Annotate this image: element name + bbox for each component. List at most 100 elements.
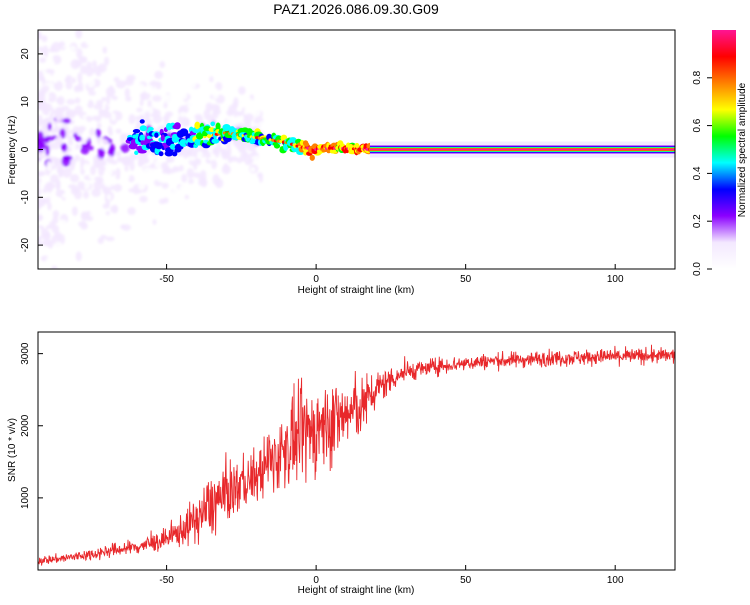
colorbar-tick-label: 0.2 xyxy=(692,214,703,228)
x-tick-label: 100 xyxy=(607,575,624,586)
spectrogram-noise-cell xyxy=(115,167,121,177)
spectrogram-ridge-cell xyxy=(154,132,159,138)
spectrogram-noise-cell xyxy=(58,41,65,47)
spectrogram-ridge-cell xyxy=(174,122,181,130)
spectrogram-noise-cell xyxy=(229,156,239,162)
spectrogram-noise-cell xyxy=(46,160,52,171)
spectrogram-noise-cell xyxy=(50,270,59,276)
spectrogram-noise-cell xyxy=(152,219,157,225)
spectrogram-ridge-cell xyxy=(194,138,202,146)
spectrogram-noise-cell xyxy=(68,264,76,269)
spectrogram-noise-cell xyxy=(243,151,249,160)
y-tick-label: 0 xyxy=(20,146,31,152)
spectrogram-noise-cell xyxy=(51,157,61,163)
spectrogram-noise-cell xyxy=(156,189,162,198)
spectrogram-noise-cell xyxy=(80,65,88,75)
spectrogram-noise-cell xyxy=(154,159,162,168)
spectrogram-noise-cell xyxy=(161,182,169,189)
spectrogram-noise-cell xyxy=(74,135,82,142)
spectrogram-noise-cell xyxy=(211,88,220,99)
spectrogram-noise-cell xyxy=(124,165,129,172)
spectrogram-noise-cell xyxy=(99,138,110,150)
spectrogram-noise-cell xyxy=(74,154,81,162)
spectrogram-noise-cell xyxy=(101,97,107,102)
spectrogram-noise-cell xyxy=(41,35,48,43)
spectrogram-noise-cell xyxy=(158,206,165,217)
spectrogram-noise-cell xyxy=(112,216,120,228)
spectrogram-noise-cell xyxy=(58,219,67,226)
spectrogram-noise-cell xyxy=(38,32,42,39)
spectrogram-noise-cell xyxy=(220,89,228,96)
spectrogram-noise-cell xyxy=(35,11,42,15)
spectrogram-noise-cell xyxy=(36,0,43,9)
spectrogram-noise-cell xyxy=(120,207,126,214)
spectrogram-noise-cell xyxy=(41,206,47,211)
spectrogram-noise-cell xyxy=(83,163,90,171)
spectrogram-noise-cell xyxy=(144,84,155,94)
spectrogram-noise-cell xyxy=(141,20,148,25)
spectrogram-noise-cell xyxy=(200,67,207,75)
spectrogram-noise-cell xyxy=(186,156,197,161)
spectrogram-noise-cell xyxy=(109,143,116,155)
spectrogram-noise-cell xyxy=(53,10,59,20)
spectrogram-noise-cell xyxy=(88,90,97,96)
spectrogram-noise-cell xyxy=(96,122,102,129)
spectrogram-noise-cell xyxy=(92,60,97,67)
spectrogram-noise-cell xyxy=(209,76,214,83)
spectrogram-ridge-cell xyxy=(134,150,139,156)
spectrogram-noise-cell xyxy=(179,111,187,118)
spectrogram-noise-cell xyxy=(177,114,187,126)
spectrogram-noise-cell xyxy=(138,151,144,161)
spectrogram-noise-cell xyxy=(82,134,90,141)
spectrogram-noise-cell xyxy=(145,119,153,126)
spectrogram-noise-cell xyxy=(93,280,100,291)
spectrogram-noise-cell xyxy=(52,216,59,225)
spectrogram-noise-cell xyxy=(133,240,144,248)
spectrogram-ridge-cell xyxy=(283,143,289,152)
spectrogram-noise-cell xyxy=(55,134,63,145)
spectrogram-ridge-cell xyxy=(137,149,147,154)
spectrogram-noise-cell xyxy=(68,184,77,190)
spectrogram-noise-cell xyxy=(48,47,56,53)
spectrogram-noise-cell xyxy=(39,90,47,98)
spectrogram-noise-cell xyxy=(57,269,61,275)
spectrogram-noise-cell xyxy=(126,195,135,202)
spectrogram-noise-cell xyxy=(66,98,76,105)
spectrogram-noise-cell xyxy=(85,67,94,77)
spectrogram-noise-cell xyxy=(43,238,51,247)
spectrogram-noise-cell xyxy=(115,128,122,134)
spectrogram-noise-cell xyxy=(69,238,76,243)
spectrogram-noise-cell xyxy=(148,168,156,179)
spectrogram-noise-cell xyxy=(105,211,110,216)
spectrogram-noise-cell xyxy=(204,197,212,204)
spectrogram-noise-cell xyxy=(155,81,162,90)
spectrogram-noise-cell xyxy=(46,59,55,67)
spectrogram-noise-cell xyxy=(196,150,203,160)
spectrogram-noise-cell xyxy=(201,177,208,188)
spectrogram-noise-cell xyxy=(76,128,84,136)
spectrogram-noise-cell xyxy=(238,86,246,95)
spectrogram-ridge-cell xyxy=(154,142,164,150)
spectrogram-ridge-cell xyxy=(211,138,220,144)
spectrogram-ridge-cell xyxy=(146,135,152,140)
spectrogram-noise-cell xyxy=(102,203,110,209)
spectrogram-noise-cell xyxy=(187,98,195,110)
x-tick-label: 100 xyxy=(607,274,624,285)
x-tick-label: -50 xyxy=(159,575,174,586)
spectrogram-ridge-cell xyxy=(132,129,141,134)
spectrogram-noise-cell xyxy=(44,0,48,3)
spectrogram-noise-cell xyxy=(48,127,59,134)
spectrogram-noise-cell xyxy=(56,108,64,119)
spectrogram-noise-cell xyxy=(181,173,188,183)
spectrogram-noise-cell xyxy=(38,171,46,176)
spectrogram-noise-cell xyxy=(163,114,169,126)
spectrogram-noise-cell xyxy=(43,250,48,256)
spectrogram-noise-cell xyxy=(127,207,136,216)
spectrogram-noise-cell xyxy=(95,128,101,137)
spectrogram-noise-cell xyxy=(85,252,91,260)
spectrogram-noise-cell xyxy=(70,188,79,195)
spectrogram-noise-cell xyxy=(69,174,80,183)
spectrogram-noise-cell xyxy=(163,102,168,109)
spectrogram-noise-cell xyxy=(91,65,102,74)
spectrogram-noise-cell xyxy=(115,61,120,66)
